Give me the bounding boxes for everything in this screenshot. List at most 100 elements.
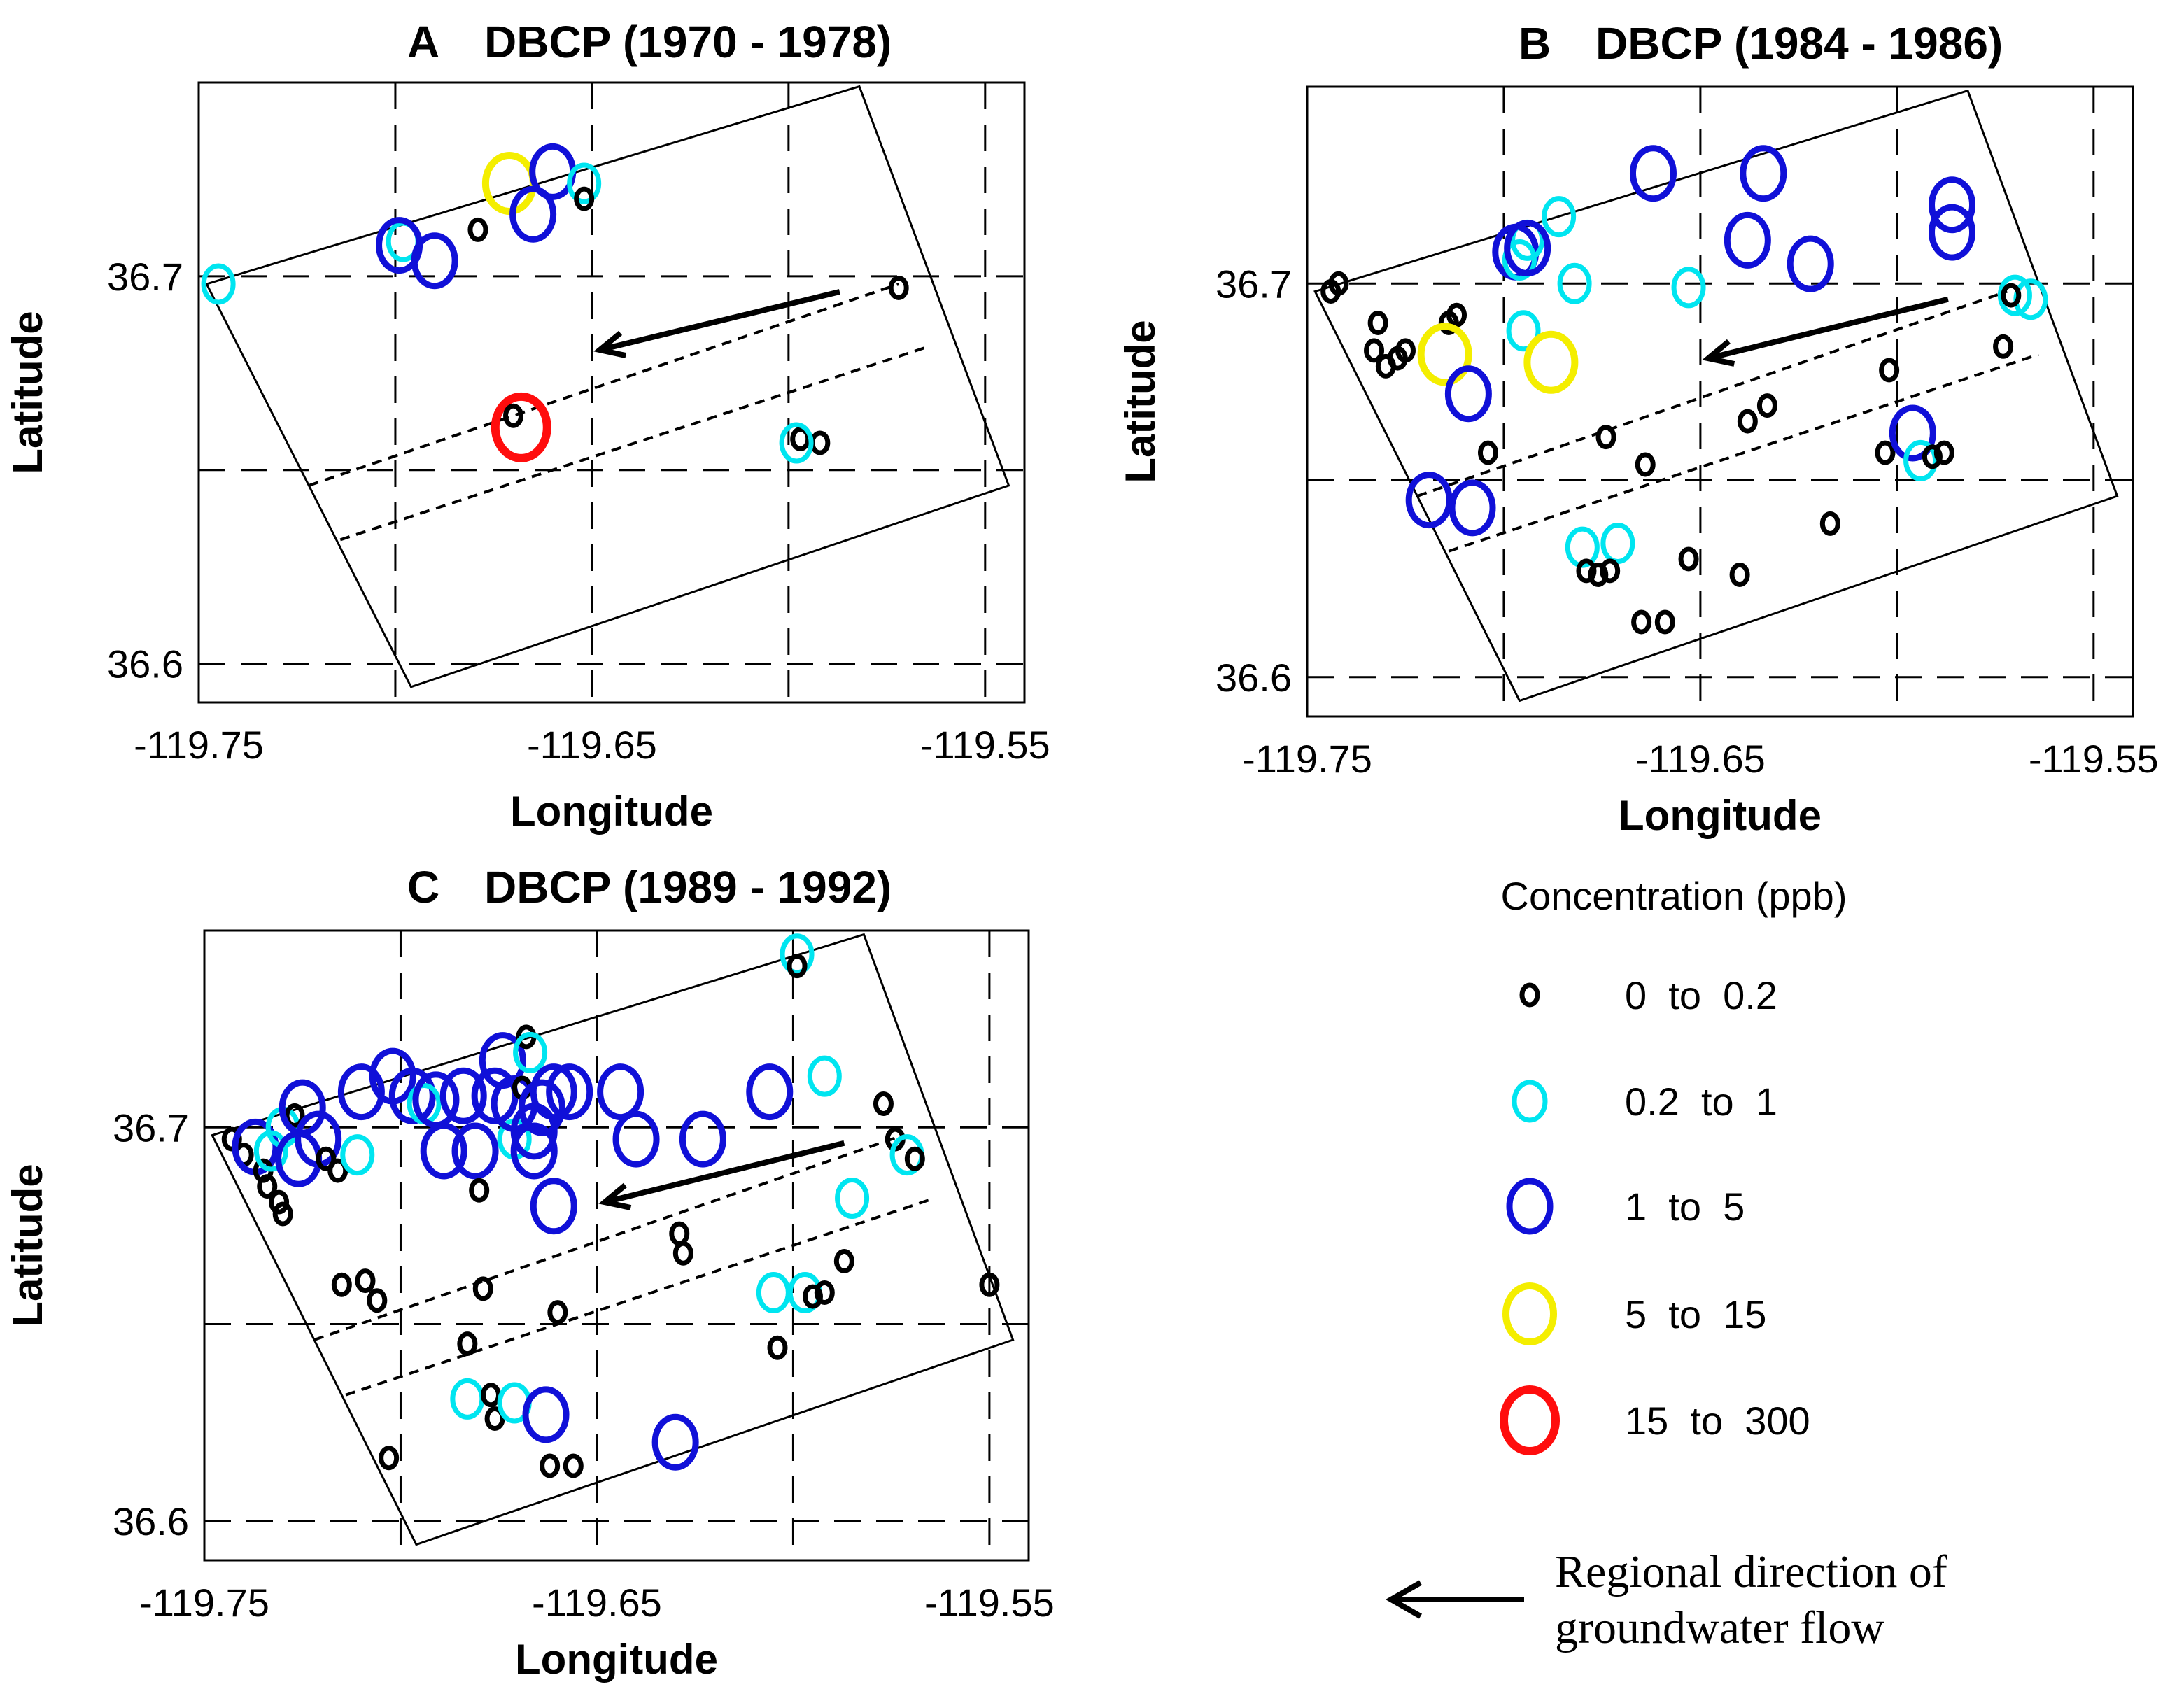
data-point [1600,523,1635,564]
legend-item-cat-3: 5 to 15 [1502,1282,1766,1345]
data-point [457,1331,478,1357]
panels-group: A DBCP (1970 - 1978) -119.75 -119.65 -119.55… [4,17,2159,1683]
data-point [979,1272,1000,1297]
data-point [1879,358,1900,383]
data-point [547,1300,568,1325]
data-point [1756,393,1777,418]
data-point [1502,239,1537,281]
legend-item-cat-0: 0 to 0.2 [1519,973,1777,1017]
legend-marker-cat-3 [1502,1282,1557,1345]
data-point [810,430,831,455]
data-point [833,1249,854,1273]
x-axis-label: Longitude [515,1636,718,1683]
data-point [1444,365,1492,423]
x-axis-label: Longitude [510,788,713,835]
data-point [669,1221,690,1246]
x-tick-label: -119.55 [924,1581,1055,1625]
plot-area [211,933,1015,1546]
study-area-outline [211,933,1015,1546]
data-point [779,422,814,464]
data-point [1506,310,1541,352]
data-point [1671,267,1706,309]
data-point [1542,196,1577,238]
data-point [1903,439,1938,481]
panel-letter: B [1519,18,1551,69]
data-point [503,403,524,428]
data-point [439,1067,487,1124]
data-point [807,1055,842,1097]
data-point [257,1174,278,1199]
data-point [672,1241,693,1266]
data-point [1600,558,1621,584]
study-area-outline [205,85,1010,688]
data-point [767,1335,788,1360]
flow-path-line [308,283,899,487]
legend-label-cat-1: 0.2 to 1 [1625,1080,1777,1124]
flow-path-line [1416,290,2008,497]
x-tick-label: -119.75 [139,1581,269,1625]
panel-title: DBCP (1984 - 1986) [1595,18,2003,69]
data-point [1395,338,1416,363]
plot-area [201,85,1010,688]
x-tick-label: -119.75 [1242,737,1372,781]
data-point [1922,444,1943,469]
plot-frame [203,929,1030,1562]
flow-path-line [339,344,931,542]
data-point [1629,145,1677,202]
data-point [780,933,815,975]
data-point [1929,204,1976,261]
data-point [1724,211,1771,269]
legend-item-cat-1: 0.2 to 1 [1512,1080,1777,1124]
y-axis-label: Latitude [4,1164,51,1327]
data-point [1364,338,1385,363]
x-tick-label: -119.55 [920,723,1050,767]
data-point [612,1110,660,1168]
data-point [597,1063,644,1121]
data-point [509,185,557,243]
flow-note-line2: groundwater flow [1555,1602,1884,1653]
data-point [1740,145,1787,202]
data-point [355,1268,376,1294]
data-point [269,1189,290,1215]
data-point [316,1146,337,1171]
y-tick-label: 36.6 [113,1499,189,1543]
data-point [679,1110,726,1168]
flow-note-line1: Regional direction of [1555,1546,1947,1597]
data-point [337,1063,385,1121]
data-point [1654,609,1675,635]
data-point [522,1386,570,1443]
x-tick-label: -119.55 [2029,737,2159,781]
data-point [904,1146,925,1171]
data-point [513,1031,548,1073]
data-point [651,1413,699,1471]
data-point [1523,330,1579,394]
data-point [873,1091,894,1116]
data-point [518,1079,565,1136]
data-point [546,1063,593,1121]
data-point [1729,563,1750,587]
y-tick-label: 36.6 [1216,656,1292,700]
data-point [1320,279,1341,304]
data-point [1576,558,1597,584]
panel-letter: C [407,862,439,912]
data-point [1477,440,1498,465]
data-point [888,275,909,300]
flow-path-line [313,1133,904,1341]
legend-label-cat-3: 5 to 15 [1625,1292,1766,1336]
data-point [1678,546,1699,572]
data-point [484,1406,505,1431]
flow-path-line [345,1196,936,1397]
data-point [567,162,602,204]
data-point [367,1288,388,1313]
data-point [1446,302,1467,327]
data-point [530,1178,577,1235]
data-point [2001,283,2022,308]
data-point [327,1158,348,1183]
data-point [491,392,551,462]
data-point [272,1201,293,1227]
data-point [388,1067,436,1124]
legend-marker-cat-2 [1506,1178,1554,1235]
data-point [1595,425,1616,450]
panel-c: C DBCP (1989 - 1992) -119.75 -119.65 -119.55… [4,862,1055,1683]
